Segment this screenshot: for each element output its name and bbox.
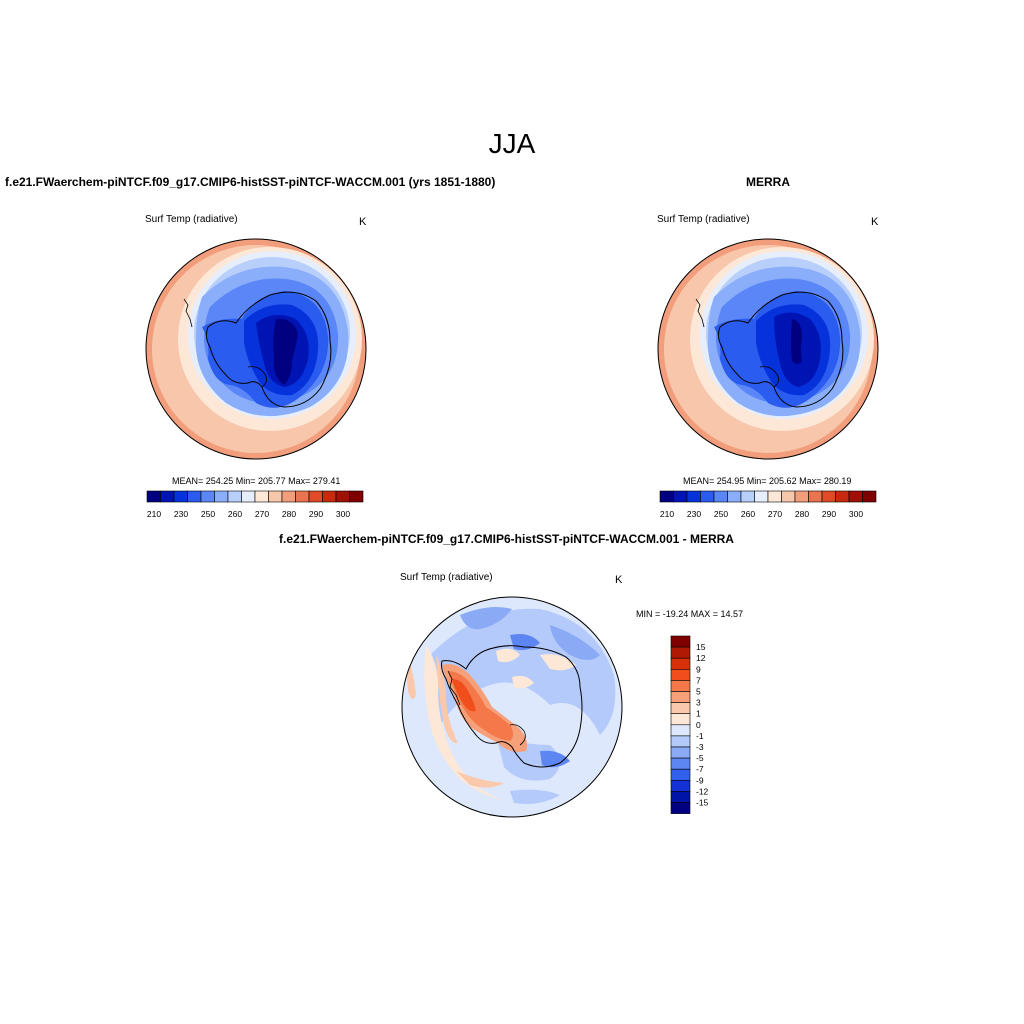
model-colorbar-box-7	[241, 490, 256, 503]
diff-colorbar-tick-label: -12	[696, 786, 709, 796]
model-colorbar-box-3	[187, 490, 202, 503]
model-colorbar-tick-label: 210	[147, 509, 161, 519]
obs-colorbar-tick-label: 230	[687, 509, 701, 519]
obs-colorbar-box-4	[713, 490, 728, 503]
model-colorbar-box-11	[295, 490, 310, 503]
diff-colorbar-box-0	[670, 635, 691, 648]
obs-colorbar-tick-label: 280	[795, 509, 809, 519]
obs-colorbar-tick-label: 270	[768, 509, 782, 519]
diff-colorbar-tick-label: 5	[696, 687, 701, 697]
diff-colorbar-tick-label: -3	[696, 742, 704, 752]
obs-colorbar-tick-label: 250	[714, 509, 728, 519]
diff-colorbar-box-12	[670, 768, 691, 781]
diff-colorbar-tick-label: 0	[696, 720, 701, 730]
obs-colorbar-box-15	[862, 490, 877, 503]
diff-colorbar-tick-label: 7	[696, 675, 701, 685]
obs-panel-title: MERRA	[746, 175, 790, 189]
model-panel-title: f.e21.FWaerchem-piNTCF.f09_g17.CMIP6-his…	[5, 175, 496, 189]
model-colorbar-tick-label: 300	[336, 509, 350, 519]
obs-polar-map	[657, 238, 879, 460]
diff-variable-label: Surf Temp (radiative)	[400, 572, 493, 583]
model-polar-map	[145, 238, 367, 460]
diff-colorbar-tick-label: -5	[696, 753, 704, 763]
diff-stats: MIN = -19.24 MAX = 14.57	[636, 609, 744, 619]
obs-colorbar-box-2	[686, 490, 701, 503]
obs-colorbar: 210 230 250 260 270 280 290 300	[659, 490, 877, 519]
obs-colorbar-box-10	[794, 490, 809, 503]
model-colorbar-box-8	[254, 490, 269, 503]
obs-colorbar-box-12	[821, 490, 836, 503]
obs-colorbar-tick-label: 290	[822, 509, 836, 519]
obs-colorbar-box-0	[659, 490, 674, 503]
obs-colorbar-tick-label: 260	[741, 509, 755, 519]
obs-colorbar-box-7	[754, 490, 769, 503]
obs-colorbar-box-1	[673, 490, 688, 503]
model-colorbar-box-1	[160, 490, 175, 503]
diff-colorbar-box-13	[670, 780, 691, 792]
model-colorbar-tick-label: 250	[201, 509, 215, 519]
obs-variable-label: Surf Temp (radiative)	[657, 214, 750, 225]
diff-colorbar-tick-label: 12	[696, 653, 706, 663]
obs-colorbar-box-6	[740, 490, 755, 503]
diff-colorbar-box-9	[670, 735, 691, 748]
model-colorbar-box-4	[200, 490, 215, 503]
diff-colorbar-box-11	[670, 757, 691, 770]
diff-panel-title: f.e21.FWaerchem-piNTCF.f09_g17.CMIP6-his…	[279, 532, 734, 546]
diff-colorbar-box-14	[670, 791, 691, 803]
diff-colorbar-tick-label: -1	[696, 731, 704, 741]
model-colorbar: 210 230 250 260 270 280 290 300	[146, 490, 364, 519]
model-colorbar-tick-label: 230	[174, 509, 188, 519]
obs-colorbar-tick-label: 300	[849, 509, 863, 519]
model-colorbar-box-10	[281, 490, 296, 503]
model-colorbar-tick-label: 280	[282, 509, 296, 519]
obs-units-label: K	[871, 216, 879, 228]
model-colorbar-box-5	[214, 490, 229, 503]
model-colorbar-box-0	[146, 490, 161, 503]
diff-colorbar-box-7	[670, 713, 691, 726]
obs-colorbar-box-13	[835, 490, 850, 503]
model-units-label: K	[359, 216, 367, 228]
diff-colorbar-tick-label: -15	[696, 798, 709, 808]
model-colorbar-tick-label: 260	[228, 509, 242, 519]
model-colorbar-box-14	[335, 490, 350, 503]
diff-colorbar-box-3	[670, 668, 691, 681]
diff-colorbar-box-2	[670, 657, 691, 670]
model-colorbar-box-13	[322, 490, 337, 503]
obs-colorbar-box-3	[700, 490, 715, 503]
model-colorbar-box-6	[227, 490, 242, 503]
diff-colorbar-tick-label: 3	[696, 698, 701, 708]
obs-colorbar-box-14	[848, 490, 863, 503]
diff-colorbar-box-10	[670, 746, 691, 759]
obs-colorbar-box-8	[767, 490, 782, 503]
diff-colorbar-tick-label: -7	[696, 764, 704, 774]
diff-colorbar-tick-label: 15	[696, 642, 706, 652]
model-colorbar-box-2	[173, 490, 188, 503]
obs-stats: MEAN= 254.95 Min= 205.62 Max= 280.19	[683, 476, 852, 486]
model-stats: MEAN= 254.25 Min= 205.77 Max= 279.41	[172, 476, 341, 486]
model-colorbar-tick-label: 270	[255, 509, 269, 519]
diff-colorbar-tick-label: 1	[696, 709, 701, 719]
diff-colorbar-tick-label: 9	[696, 664, 701, 674]
model-variable-label: Surf Temp (radiative)	[145, 214, 238, 225]
model-colorbar-box-9	[268, 490, 283, 503]
model-colorbar-box-12	[308, 490, 323, 503]
obs-colorbar-box-11	[808, 490, 823, 503]
figure-title: JJA	[488, 128, 536, 159]
model-colorbar-tick-label: 290	[309, 509, 323, 519]
diff-colorbar-box-8	[670, 724, 691, 737]
diff-units-label: K	[615, 574, 623, 586]
diff-colorbar-box-5	[670, 691, 691, 703]
diff-colorbar-box-15	[670, 802, 691, 814]
diff-colorbar-box-6	[670, 702, 691, 714]
diff-colorbar-box-4	[670, 680, 691, 692]
obs-colorbar-tick-label: 210	[660, 509, 674, 519]
diff-polar-map	[401, 596, 623, 818]
obs-colorbar-box-9	[781, 490, 796, 503]
model-colorbar-box-15	[349, 490, 364, 503]
diff-colorbar-tick-label: -9	[696, 775, 704, 785]
obs-colorbar-box-5	[727, 490, 742, 503]
diff-colorbar-box-1	[670, 646, 691, 659]
